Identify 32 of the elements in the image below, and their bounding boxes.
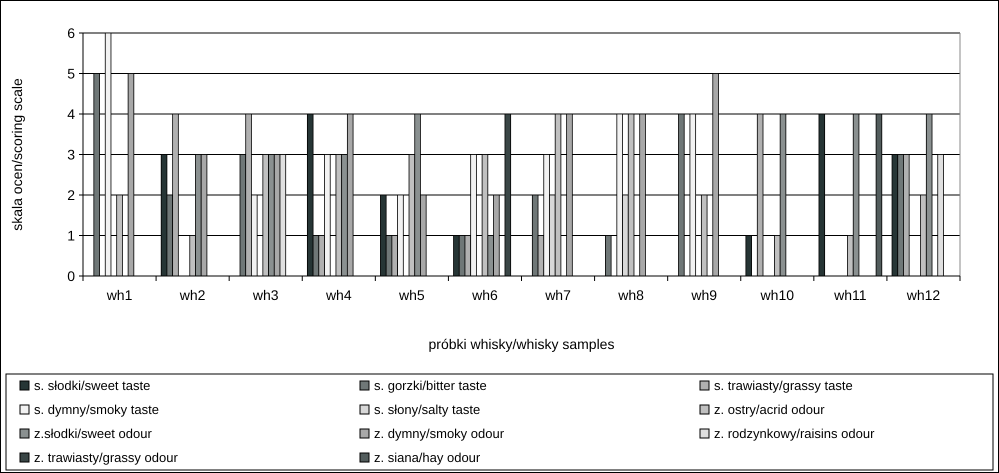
y-tick-label: 3 bbox=[67, 146, 76, 162]
y-tick-label: 0 bbox=[67, 268, 76, 284]
x-tick-label: wh9 bbox=[690, 287, 718, 303]
x-tick-label: wh6 bbox=[471, 287, 498, 303]
legend-label: s. trawiasty/grassy taste bbox=[714, 378, 853, 393]
x-axis-title: próbki whisky/whisky samples bbox=[428, 336, 614, 352]
y-axis-title: skala ocen/scoring scale bbox=[9, 78, 25, 231]
legend-label: z.słodki/sweet odour bbox=[34, 426, 152, 441]
y-tick-label: 1 bbox=[67, 227, 76, 244]
x-tick-label: wh12 bbox=[906, 287, 940, 303]
legend-label: z. ostry/acrid odour bbox=[714, 402, 826, 417]
y-tick-label: 4 bbox=[67, 106, 76, 122]
legend-label: s. słony/salty taste bbox=[374, 402, 480, 417]
y-tick-label: 5 bbox=[67, 65, 76, 82]
legend-label: s. dymny/smoky taste bbox=[34, 402, 159, 417]
legend-label: z. trawiasty/grassy odour bbox=[34, 450, 178, 465]
legend-label: z. siana/hay odour bbox=[374, 450, 481, 465]
x-tick-label: wh5 bbox=[398, 287, 425, 303]
x-tick-label: wh2 bbox=[178, 287, 206, 303]
legend-label: s. gorzki/bitter taste bbox=[374, 378, 487, 393]
legend-label: z. dymny/smoky odour bbox=[374, 426, 505, 441]
y-tick-label: 6 bbox=[67, 24, 76, 41]
x-tick-label: wh4 bbox=[324, 287, 352, 303]
y-tick-label: 2 bbox=[67, 186, 76, 203]
x-tick-label: wh1 bbox=[106, 287, 133, 303]
x-tick-label: wh7 bbox=[544, 287, 572, 303]
x-tick-label: wh10 bbox=[760, 287, 794, 303]
legend-label: s. słodki/sweet taste bbox=[34, 378, 150, 393]
x-tick-label: wh3 bbox=[252, 287, 279, 303]
legend-label: z. rodzynkowy/raisins odour bbox=[714, 426, 876, 441]
x-tick-label: wh8 bbox=[617, 287, 644, 303]
x-tick-label: wh11 bbox=[833, 287, 867, 303]
